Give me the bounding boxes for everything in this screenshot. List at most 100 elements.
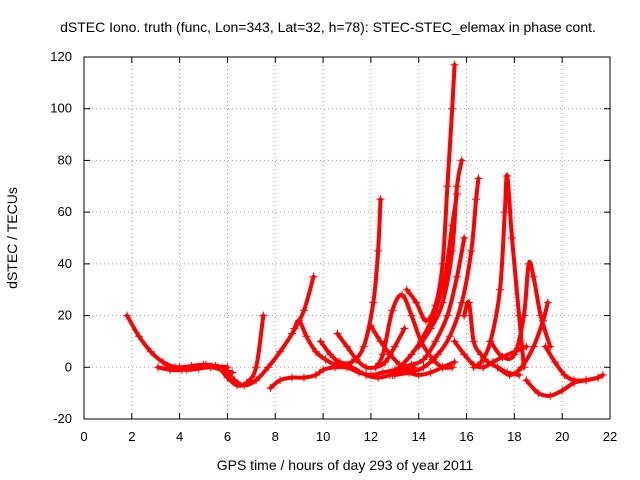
x-tick-label: 4	[176, 429, 183, 444]
data-series	[395, 234, 469, 372]
x-tick-label: 10	[316, 429, 330, 444]
data-point	[474, 174, 483, 183]
data-point	[443, 182, 452, 191]
data-point	[123, 311, 132, 320]
data-point	[414, 371, 423, 380]
data-point	[443, 311, 452, 320]
data-point	[505, 371, 514, 380]
data-point	[551, 358, 560, 367]
data-point	[448, 104, 457, 113]
data-series	[154, 311, 268, 390]
data-point	[321, 355, 330, 364]
data-series	[493, 298, 552, 380]
data-point	[486, 337, 495, 346]
data-point	[412, 298, 421, 307]
data-point	[529, 342, 538, 351]
data-point	[378, 350, 387, 359]
data-point	[276, 376, 285, 385]
series-trace	[225, 274, 316, 388]
data-point	[158, 358, 167, 367]
data-point	[541, 342, 550, 351]
data-point	[276, 347, 285, 356]
data-point	[319, 365, 328, 374]
data-point	[421, 316, 430, 325]
data-point	[405, 368, 414, 377]
data-point	[333, 329, 342, 338]
data-point	[371, 363, 380, 372]
data-point	[343, 342, 351, 351]
data-series	[290, 316, 399, 380]
data-point	[400, 324, 409, 333]
data-point	[510, 350, 519, 359]
data-point	[199, 360, 208, 369]
data-point	[333, 358, 342, 367]
data-point	[414, 342, 423, 351]
x-axis-label: GPS time / hours of day 293 of year 2011	[217, 457, 474, 473]
data-point	[290, 324, 299, 333]
data-point	[582, 376, 591, 385]
x-tick-label: 8	[272, 429, 279, 444]
data-point	[469, 363, 478, 372]
data-point	[522, 376, 531, 385]
data-point	[366, 321, 375, 330]
x-tick-label: 2	[128, 429, 135, 444]
chart-title: dSTEC Iono. truth (func, Lon=343, Lat=32…	[60, 19, 596, 35]
y-tick-label: 80	[58, 152, 72, 167]
data-point	[388, 306, 397, 315]
data-point	[438, 259, 447, 268]
data-point	[426, 368, 435, 377]
data-point	[598, 371, 607, 380]
y-tick-label: 60	[58, 204, 72, 219]
data-point	[230, 376, 239, 385]
data-point	[438, 363, 447, 372]
data-point	[299, 306, 308, 315]
data-point	[175, 363, 184, 372]
data-point	[309, 272, 318, 281]
data-point	[431, 301, 440, 310]
data-point	[359, 342, 368, 351]
data-point	[311, 347, 320, 356]
data-point	[211, 361, 220, 370]
data-point	[457, 298, 466, 307]
data-point	[390, 342, 399, 351]
data-point	[369, 298, 378, 307]
y-tick-label: 120	[50, 49, 72, 64]
data-series	[541, 342, 603, 385]
data-point	[519, 311, 528, 320]
data-point	[426, 324, 435, 333]
data-point	[134, 332, 143, 341]
data-point	[500, 208, 509, 217]
data-point	[570, 376, 579, 385]
data-point	[376, 195, 385, 204]
data-point	[362, 371, 371, 380]
data-point	[464, 298, 473, 307]
data-point	[496, 285, 505, 294]
data-point	[187, 361, 196, 370]
data-series	[414, 156, 466, 351]
data-point	[460, 234, 469, 242]
data-point	[362, 363, 371, 372]
data-point	[347, 363, 356, 372]
y-tick-label: -20	[53, 411, 72, 426]
data-point	[450, 358, 459, 367]
data-point	[445, 332, 454, 341]
data-point	[407, 360, 416, 369]
data-point	[252, 363, 261, 372]
data-point	[452, 182, 461, 191]
data-point	[266, 383, 275, 392]
data-point	[295, 316, 304, 325]
series-trace	[156, 313, 266, 388]
data-point	[448, 363, 457, 372]
y-tick-label: 100	[50, 101, 72, 116]
data-series	[402, 60, 459, 325]
x-tick-label: 18	[507, 429, 521, 444]
data-point	[419, 355, 428, 364]
data-point	[534, 389, 543, 398]
data-point	[259, 311, 268, 320]
data-point	[460, 311, 469, 320]
axis-ticks: 0 2 4 6 8 10 12 14 16 18 20 22 -20 0 20 40 60 80 100 120	[50, 49, 617, 444]
x-tick-label: 16	[459, 429, 473, 444]
data-point	[431, 337, 440, 346]
data-point	[419, 363, 428, 372]
